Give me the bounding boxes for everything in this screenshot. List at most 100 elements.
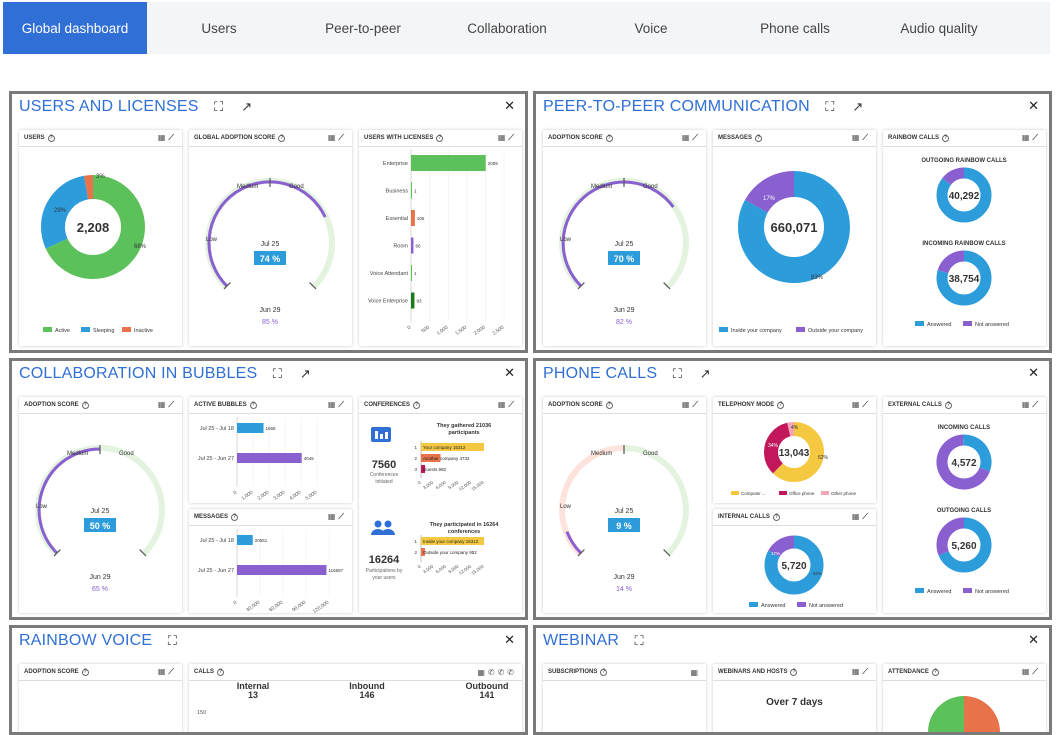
trend-icon[interactable]: ⟋ xyxy=(508,133,517,142)
bar xyxy=(421,537,484,545)
trend-icon[interactable]: ⟋ xyxy=(1032,400,1041,409)
help-icon[interactable]: ? xyxy=(217,668,224,676)
donut-total: 660,071 xyxy=(771,220,818,235)
close-icon[interactable]: ✕ xyxy=(1028,365,1039,380)
tab-global-dashboard[interactable]: Global dashboard xyxy=(3,2,147,54)
tab-voice[interactable]: Voice xyxy=(634,20,668,36)
trend-icon[interactable]: ⟋ xyxy=(862,400,871,409)
help-icon[interactable]: ? xyxy=(47,134,55,142)
calendar-icon[interactable]: ▦ xyxy=(477,667,488,677)
open-external-icon[interactable]: ↗ xyxy=(241,99,253,114)
row-index: 1 xyxy=(414,445,417,450)
help-icon[interactable]: ? xyxy=(605,134,613,142)
calendar-icon[interactable]: ▦ xyxy=(1021,400,1033,409)
close-icon[interactable]: ✕ xyxy=(1028,632,1039,647)
help-icon[interactable]: ? xyxy=(413,401,421,409)
help-icon[interactable]: ? xyxy=(605,401,613,409)
close-icon[interactable]: ✕ xyxy=(504,98,515,113)
trend-icon[interactable]: ⟋ xyxy=(168,133,177,142)
calendar-icon[interactable]: ▦ xyxy=(1021,133,1033,142)
close-icon[interactable]: ✕ xyxy=(1028,98,1039,113)
participations-label: Participations by xyxy=(366,568,403,574)
calendar-icon[interactable]: ▦ xyxy=(851,400,863,409)
trend-icon[interactable]: ⟋ xyxy=(338,133,347,142)
calendar-icon[interactable]: ▦ xyxy=(327,133,339,142)
open-external-icon[interactable]: ↗ xyxy=(299,366,311,381)
gauge-tick xyxy=(577,282,585,290)
help-icon[interactable]: ? xyxy=(436,134,444,142)
x-tick-label: 6,000 xyxy=(435,479,447,490)
donut-total: 5,720 xyxy=(781,561,806,572)
row-index: 3 xyxy=(414,467,417,472)
calendar-icon[interactable]: ▦ xyxy=(497,400,509,409)
help-icon[interactable]: ? xyxy=(772,513,780,521)
card-telephony-mode: TELEPHONY MODE? ▦⟋ 13,043 62% 34% 4% Comp… xyxy=(713,397,876,503)
help-icon[interactable]: ? xyxy=(231,513,239,521)
previous-date: Jun 29 xyxy=(89,574,110,581)
calendar-icon[interactable]: ▦ xyxy=(1021,667,1033,676)
expand-icon[interactable]: ⛶ xyxy=(214,99,224,114)
pct-sleeping: 29% xyxy=(54,208,67,214)
help-icon[interactable]: ? xyxy=(790,668,798,676)
open-external-icon[interactable]: ↗ xyxy=(852,99,864,114)
expand-icon[interactable]: ⛶ xyxy=(672,366,682,381)
trend-icon[interactable]: ⟋ xyxy=(168,667,177,676)
trend-icon[interactable]: ⟋ xyxy=(862,133,871,142)
close-icon[interactable]: ✕ xyxy=(504,632,515,647)
calendar-icon[interactable]: ▦ xyxy=(157,667,169,676)
calendar-icon[interactable]: ▦ xyxy=(497,133,509,142)
help-icon[interactable]: ? xyxy=(249,401,257,409)
help-icon[interactable]: ? xyxy=(944,401,952,409)
tab-phone-calls[interactable]: Phone calls xyxy=(760,20,830,36)
category-label: Room xyxy=(393,244,408,250)
help-icon[interactable]: ? xyxy=(600,668,608,676)
calendar-icon[interactable]: ▦ xyxy=(157,133,169,142)
tab-peer-to-peer[interactable]: Peer-to-peer xyxy=(325,20,401,36)
calendar-icon[interactable]: ▦ xyxy=(851,667,863,676)
trend-icon[interactable]: ⟋ xyxy=(1032,133,1041,142)
category-label: Voice Enterprise xyxy=(368,299,408,305)
expand-icon[interactable]: ⛶ xyxy=(634,633,644,648)
help-icon[interactable]: ? xyxy=(777,401,785,409)
calendar-icon[interactable]: ▦ xyxy=(690,667,701,677)
pct-inside: 83% xyxy=(811,275,824,281)
trend-icon[interactable]: ⟋ xyxy=(862,667,871,676)
expand-icon[interactable]: ⛶ xyxy=(167,633,177,648)
expand-icon[interactable]: ⛶ xyxy=(272,366,282,381)
calendar-icon[interactable]: ▦ xyxy=(681,133,693,142)
calendar-icon[interactable]: ▦ xyxy=(851,133,863,142)
calendar-icon[interactable]: ▦ xyxy=(327,400,339,409)
calendar-icon[interactable]: ▦ xyxy=(851,512,863,521)
trend-icon[interactable]: ⟋ xyxy=(338,512,347,521)
tab-collaboration[interactable]: Collaboration xyxy=(467,20,547,36)
gauge-tick xyxy=(309,282,317,290)
help-icon[interactable]: ? xyxy=(755,134,763,142)
help-icon[interactable]: ? xyxy=(81,668,89,676)
calendar-icon[interactable]: ▦ xyxy=(327,512,339,521)
trend-icon[interactable]: ⟋ xyxy=(862,512,871,521)
trend-icon[interactable]: ⟋ xyxy=(1032,667,1041,676)
trend-icon[interactable]: ⟋ xyxy=(692,400,701,409)
donut-slice-inactive xyxy=(41,175,145,279)
category-label: Jul 25 - Jul 18 xyxy=(200,538,234,544)
close-icon[interactable]: ✕ xyxy=(504,365,515,380)
phone-in-icon[interactable]: ✆ xyxy=(497,667,508,677)
help-icon[interactable]: ? xyxy=(942,134,949,142)
gauge-tick xyxy=(663,549,671,557)
trend-icon[interactable]: ⟋ xyxy=(692,133,701,142)
tab-audio-quality[interactable]: Audio quality xyxy=(900,20,978,36)
tab-users[interactable]: Users xyxy=(201,20,237,36)
calendar-icon[interactable]: ▦ xyxy=(157,400,169,409)
help-icon[interactable]: ? xyxy=(931,668,939,676)
calendar-icon[interactable]: ▦ xyxy=(681,400,693,409)
open-external-icon[interactable]: ↗ xyxy=(699,366,711,381)
trend-icon[interactable]: ⟋ xyxy=(508,400,517,409)
bar xyxy=(411,292,415,309)
expand-icon[interactable]: ⛶ xyxy=(825,99,835,114)
help-icon[interactable]: ? xyxy=(278,134,286,142)
phone-out-icon[interactable]: ✆ xyxy=(507,667,517,677)
trend-icon[interactable]: ⟋ xyxy=(338,400,347,409)
phone-icon[interactable]: ✆ xyxy=(487,667,498,677)
trend-icon[interactable]: ⟋ xyxy=(168,400,177,409)
help-icon[interactable]: ? xyxy=(81,401,89,409)
